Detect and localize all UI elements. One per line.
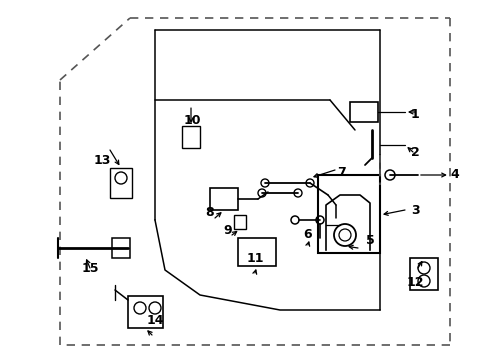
Bar [209,188,238,210]
Text: 12: 12 [406,275,423,288]
Text: 4: 4 [450,168,458,181]
Bar [234,215,245,229]
Text: 11: 11 [246,252,263,265]
Text: 9: 9 [223,224,232,237]
Text: 7: 7 [337,166,346,180]
Text: 10: 10 [183,113,201,126]
Bar [110,168,132,198]
Text: 5: 5 [365,234,374,247]
Bar [182,126,200,148]
Text: 14: 14 [146,314,163,327]
Bar [238,238,275,266]
Text: 1: 1 [410,108,419,122]
Text: 13: 13 [93,153,110,166]
Text: 2: 2 [410,145,419,158]
Bar [128,296,163,328]
Bar [409,258,437,290]
Bar [349,102,377,122]
Bar [317,175,379,253]
Text: 3: 3 [410,203,418,216]
Text: 8: 8 [205,207,214,220]
Text: 15: 15 [81,261,99,274]
Bar [112,238,130,258]
Text: 6: 6 [303,229,312,242]
